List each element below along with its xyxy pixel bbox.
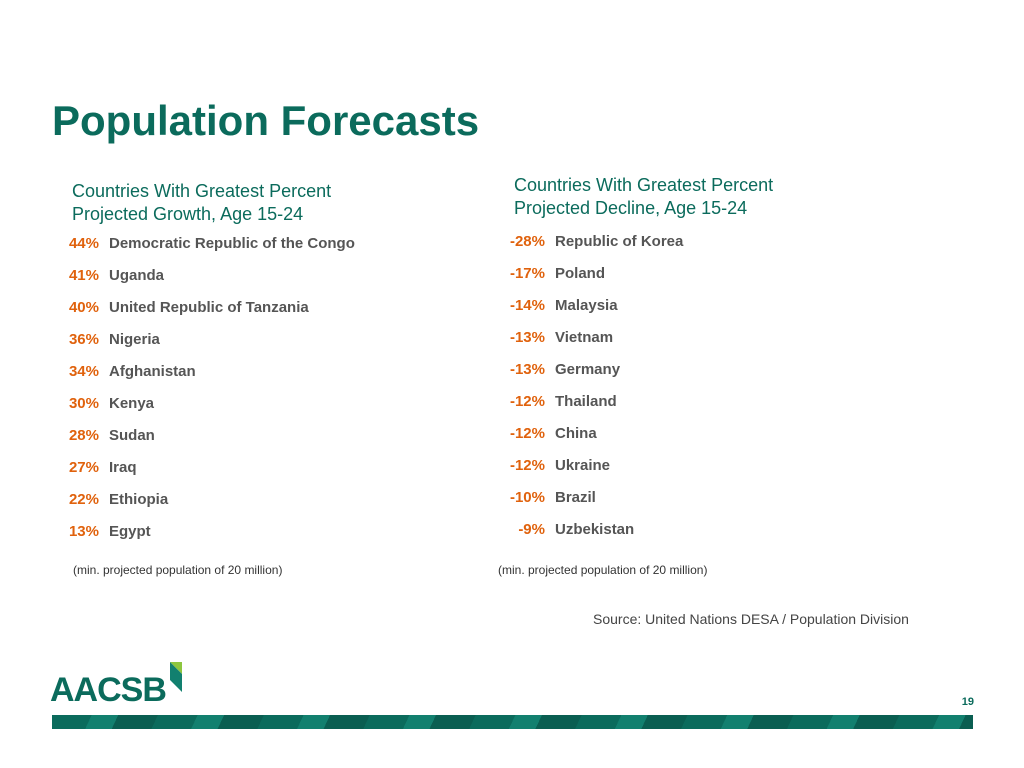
growth-percent: 27% bbox=[68, 459, 99, 476]
decline-percent: -13% bbox=[509, 329, 545, 346]
growth-country: Nigeria bbox=[109, 331, 160, 348]
decline-percent: -14% bbox=[509, 297, 545, 314]
growth-country: Uganda bbox=[109, 267, 165, 284]
logo-wordmark: AACSB bbox=[50, 671, 167, 709]
growth-country: Ethiopia bbox=[109, 491, 169, 508]
growth-country: United Republic of Tanzania bbox=[109, 299, 309, 316]
growth-percent: 40% bbox=[68, 299, 99, 316]
source-citation: Source: United Nations DESA / Population… bbox=[593, 611, 909, 627]
page-number: 19 bbox=[961, 696, 974, 708]
growth-country: Sudan bbox=[109, 427, 155, 444]
decline-column-heading: Countries With Greatest Percent Projecte… bbox=[514, 174, 773, 220]
decline-percent: -28% bbox=[509, 233, 545, 250]
page-title: Population Forecasts bbox=[52, 97, 480, 144]
decline-percent: -12% bbox=[509, 393, 545, 410]
growth-percent: 41% bbox=[68, 267, 99, 284]
growth-percent: 36% bbox=[68, 331, 99, 348]
growth-country: Kenya bbox=[109, 395, 155, 412]
decline-percent: -10% bbox=[509, 489, 545, 506]
decline-country: Poland bbox=[555, 265, 606, 282]
decline-percent: -12% bbox=[509, 425, 545, 442]
growth-country: Democratic Republic of the Congo bbox=[109, 235, 355, 252]
decline-country: Vietnam bbox=[555, 329, 614, 346]
decline-footnote: (min. projected population of 20 million… bbox=[498, 563, 708, 577]
logo-mark-icon bbox=[170, 662, 182, 692]
decline-heading-line-1: Countries With Greatest Percent bbox=[514, 175, 774, 195]
growth-country: Afghanistan bbox=[109, 363, 196, 380]
growth-heading-line-1: Countries With Greatest Percent bbox=[72, 181, 332, 201]
growth-country: Iraq bbox=[109, 459, 137, 476]
growth-percent: 34% bbox=[68, 363, 99, 380]
footer-bar bbox=[52, 715, 973, 729]
decline-country: Uzbekistan bbox=[555, 521, 635, 538]
decline-percent: -9% bbox=[518, 521, 545, 538]
decline-country: Thailand bbox=[555, 393, 617, 410]
decline-percent: -12% bbox=[509, 457, 545, 474]
decline-country: Ukraine bbox=[555, 457, 611, 474]
decline-country: Malaysia bbox=[555, 297, 618, 314]
growth-footnote: (min. projected population of 20 million… bbox=[73, 563, 283, 577]
decline-percent: -13% bbox=[509, 361, 545, 378]
decline-country: Brazil bbox=[555, 489, 596, 506]
decline-country: Germany bbox=[555, 361, 621, 378]
growth-percent: 13% bbox=[68, 523, 99, 540]
growth-country: Egypt bbox=[109, 523, 151, 540]
decline-country: China bbox=[555, 425, 597, 442]
decline-country: Republic of Korea bbox=[555, 233, 684, 250]
decline-heading-line-2: Projected Decline, Age 15-24 bbox=[514, 198, 748, 218]
growth-percent: 28% bbox=[68, 427, 99, 444]
growth-percent: 44% bbox=[68, 235, 99, 252]
aacsb-logo: AACSB bbox=[50, 662, 182, 710]
growth-percent: 22% bbox=[68, 491, 99, 508]
growth-column-heading: Countries With Greatest Percent Projecte… bbox=[72, 180, 331, 226]
growth-heading-line-2: Projected Growth, Age 15-24 bbox=[72, 204, 304, 224]
decline-percent: -17% bbox=[509, 265, 545, 282]
growth-percent: 30% bbox=[68, 395, 99, 412]
